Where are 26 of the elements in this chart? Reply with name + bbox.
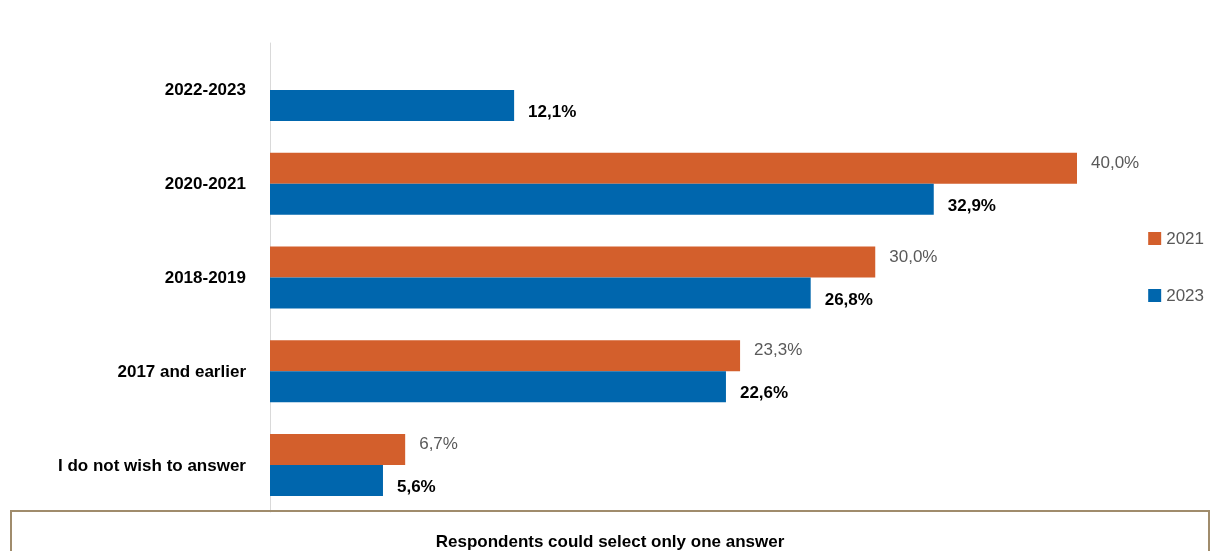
text: Respondents could select only one answer [10, 510, 1210, 551]
bar [270, 246, 876, 278]
legend-label: 2021 [1166, 229, 1205, 248]
y-tick-label: 2020-2021 [164, 174, 246, 194]
y-tick-label: 2022-2023 [164, 80, 246, 100]
bar [270, 277, 811, 309]
legend-label: 2023 [1166, 286, 1205, 305]
bar [270, 340, 741, 372]
y-tick-label: 2017 and earlier [117, 361, 247, 381]
data-label: 26,8% [824, 289, 873, 309]
bar [270, 89, 515, 121]
data-label: 40,0% [1091, 152, 1140, 172]
bar [270, 465, 383, 497]
data-label: 32,9% [947, 195, 996, 215]
data-label: 23,3% [754, 340, 803, 360]
data-label: 6,7% [419, 434, 458, 454]
bar [270, 183, 934, 215]
data-label: 5,6% [396, 477, 436, 497]
data-label: 30,0% [889, 246, 938, 266]
bar [270, 434, 406, 466]
y-tick-label: I do not wish to answer [58, 455, 247, 475]
y-tick-label: 2018-2019 [164, 268, 246, 287]
data-label: 12,1% [528, 101, 577, 121]
bar [270, 152, 1077, 184]
data-label: 22,6% [739, 383, 789, 403]
bar [270, 371, 726, 403]
